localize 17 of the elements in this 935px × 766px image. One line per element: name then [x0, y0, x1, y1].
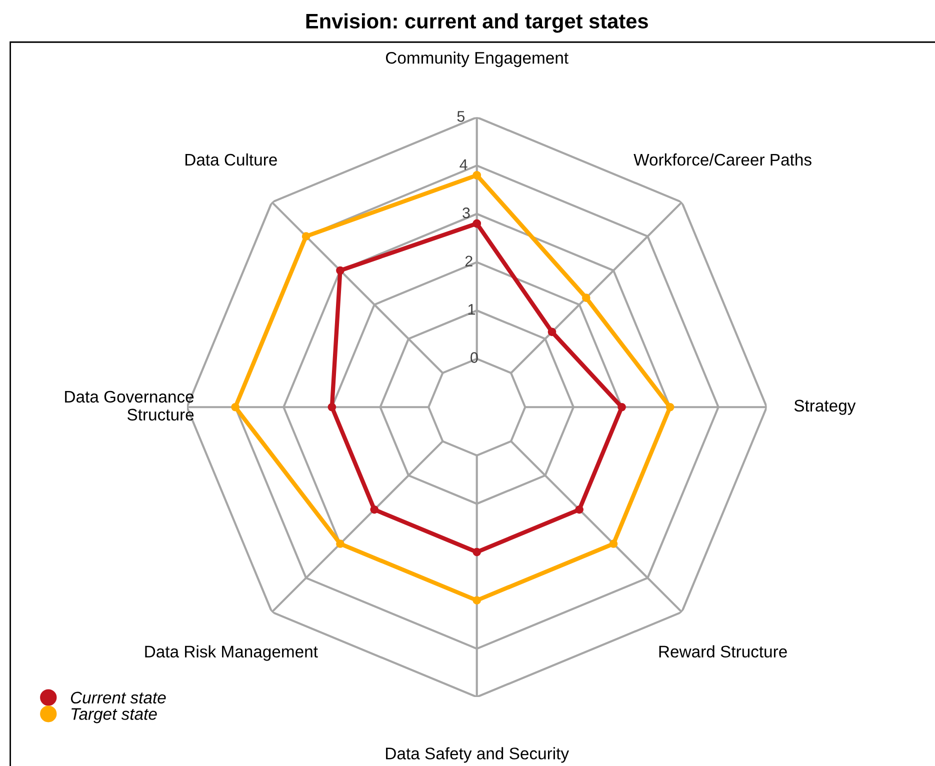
spoke-label: Data Safety and Security: [386, 747, 570, 763]
legend-label: Current state: [70, 692, 166, 704]
legend-label: Target state: [72, 708, 157, 724]
y-tick-label: 0: [470, 352, 478, 363]
spoke-label: Reward Structure: [659, 645, 787, 658]
y-tick-label: 5: [457, 111, 465, 122]
spoke-label: Strategy: [794, 400, 856, 415]
y-tick-label: 1: [468, 304, 476, 315]
y-tick-label: 2: [465, 256, 472, 266]
y-tick-label: 3: [462, 207, 470, 218]
spoke-label: Data Governance Structure: [65, 390, 194, 421]
spoke-label: Data Risk Management: [145, 645, 318, 661]
spoke-label: Community Engagement: [386, 52, 568, 68]
spoke-label: Workforce/Career Paths: [634, 153, 812, 166]
y-tick-label: 4: [460, 159, 468, 170]
spoke-label: Data Culture: [185, 153, 277, 166]
chart-title: Envision: current and target states: [306, 13, 648, 33]
